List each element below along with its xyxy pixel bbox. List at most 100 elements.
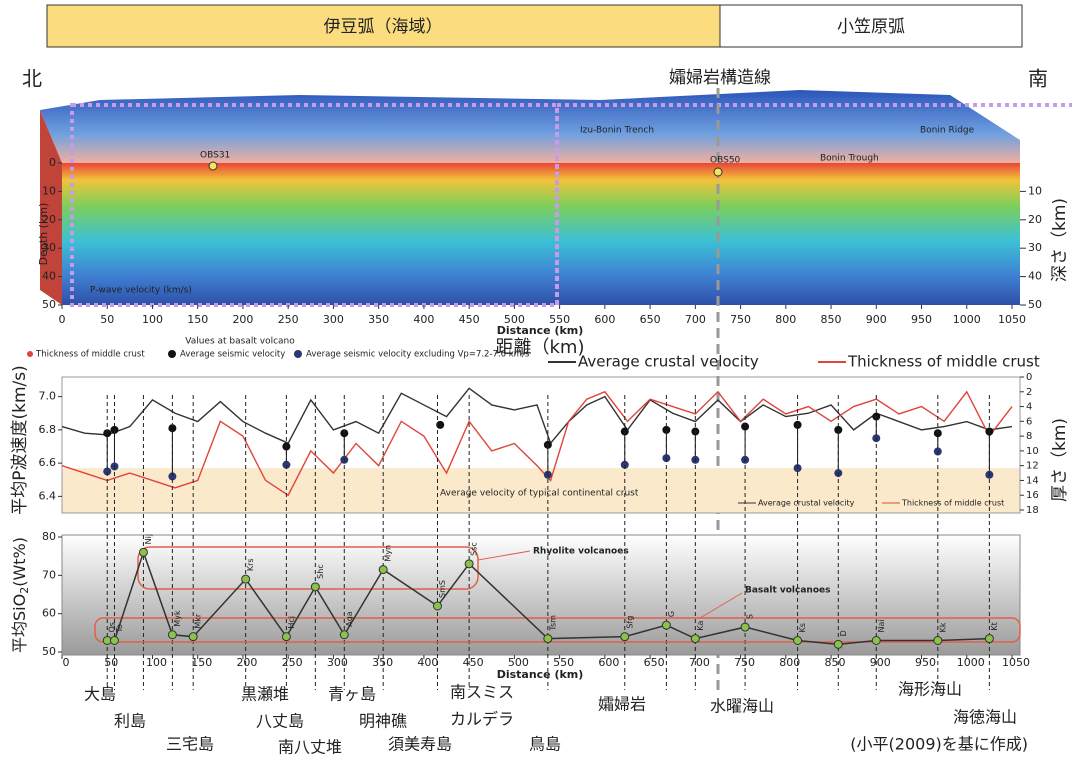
section-annotation: P-wave velocity (km/s): [90, 286, 192, 296]
x-tick-label: 1050: [1002, 656, 1030, 669]
place-label: 青ヶ島: [328, 685, 376, 704]
x-tick-label: 1050: [998, 313, 1026, 326]
point-label: Kk: [938, 622, 947, 632]
section-annotation: Izu-Bonin Trench: [580, 126, 654, 136]
y-tick-label: 70: [42, 568, 56, 581]
point-label: Hcj: [287, 616, 296, 629]
sio2-point: [690, 634, 700, 644]
x-tick-label: 600: [594, 313, 615, 326]
legend-dot: [168, 350, 176, 358]
legend-label-small: Average crustal velocity: [758, 499, 855, 508]
bonin-label: 小笠原弧: [837, 17, 905, 37]
x-axis-title: Distance (km): [497, 324, 584, 337]
obs-marker: [208, 161, 218, 171]
place-label: 南八丈堆: [278, 738, 342, 757]
sio2-point: [188, 632, 198, 642]
legend-title: Values at basalt volcano: [185, 337, 295, 347]
x-tick-label: 550: [549, 313, 570, 326]
place-label: カルデラ: [450, 710, 514, 729]
y-tick-label: 7.0: [39, 390, 57, 403]
y-tick-label: 60: [42, 607, 56, 620]
izu-box: [46, 4, 721, 48]
point-label: Ks: [798, 623, 807, 632]
y2-tick-label: 10: [1028, 184, 1042, 197]
legend-label: Thickness of middle crust: [35, 350, 145, 360]
place-label: 三宅島: [166, 735, 214, 754]
volcano-point: [168, 472, 177, 481]
y-tick-label: 6.4: [39, 489, 57, 502]
y-tick-label: 30: [42, 241, 56, 254]
point-label: Ka: [696, 620, 705, 630]
x-axis-title: Distance (km): [497, 668, 584, 681]
point-label: Krs: [246, 558, 255, 571]
callout: [477, 550, 531, 561]
sio2-point: [310, 582, 320, 592]
section-annotation: Bonin Ridge: [920, 126, 975, 136]
point-label: Tsm: [548, 615, 557, 632]
continental-band: [62, 468, 1020, 513]
x-tick-label: 450: [459, 313, 480, 326]
y2-tick-label: 18: [1026, 505, 1039, 516]
place-label: 須美寿島: [388, 735, 452, 754]
sio2-point: [138, 547, 148, 557]
basalt-label: Basalt volcanoes: [745, 586, 830, 596]
section-body: [62, 163, 1020, 305]
x-tick-label: 1000: [953, 313, 981, 326]
x-tick-label: 500: [508, 656, 529, 669]
point-label: Shc: [316, 564, 325, 579]
y2-tick-label: 12: [1026, 461, 1039, 472]
volcano-point: [620, 460, 629, 469]
x-tick-label: 200: [236, 656, 257, 669]
x-tick-label: 700: [689, 656, 710, 669]
legend-label: Average crustal velocity: [578, 353, 759, 371]
rhyolite-label: Rhyolite volcanoes: [533, 547, 629, 557]
x-tick-label: 0: [63, 656, 70, 669]
volcano-point: [110, 425, 119, 434]
section-annotation: OBS31: [200, 151, 230, 161]
point-label: SmS: [438, 580, 447, 598]
y-axis-title: Depth (km): [37, 203, 50, 266]
sio2-point: [933, 636, 943, 645]
place-label: 明神礁: [359, 712, 407, 731]
place-label: 大島: [84, 685, 116, 704]
sio2-point: [241, 574, 251, 584]
legend-label: Thickness of middle crust: [847, 353, 1040, 371]
band-label: Average velocity of typical continental …: [440, 489, 639, 499]
x-tick-label: 550: [553, 656, 574, 669]
volcano-point: [436, 420, 445, 429]
x-tick-label: 650: [640, 313, 661, 326]
place-label: 孀婦岩: [598, 695, 646, 714]
x-tick-label: 800: [775, 313, 796, 326]
legend-dot: [294, 350, 302, 358]
sio2-point: [984, 634, 994, 644]
x-tick-label: 250: [278, 313, 299, 326]
place-label: 海形海山: [898, 680, 962, 699]
y2-tick-label: 30: [1028, 241, 1042, 254]
volcano-point: [168, 424, 177, 433]
seafloor-surface: [40, 90, 1020, 163]
point-label: To: [115, 624, 124, 634]
y-axis-title-sub: 2: [18, 587, 31, 594]
basalt-group: [94, 617, 1021, 643]
y2-tick-label: 8: [1026, 431, 1032, 442]
x-tick-label: 1000: [957, 656, 985, 669]
place-label: 海徳海山: [953, 708, 1017, 727]
y2-tick-label: 50: [1028, 298, 1042, 311]
y2-tick-label: 4: [1026, 402, 1032, 413]
point-label: Sfg: [625, 616, 634, 629]
sio2-point: [109, 636, 119, 645]
sio2-point: [661, 620, 671, 630]
x-tick-label: 950: [915, 656, 936, 669]
y-tick-label: 6.6: [39, 456, 57, 469]
y-tick-label: 10: [42, 184, 56, 197]
point-label: D: [839, 630, 848, 636]
sio2-point: [339, 630, 349, 640]
plot-frame: [61, 376, 1021, 514]
x-tick-label: 100: [142, 313, 163, 326]
place-label: 鳥島: [529, 735, 561, 754]
place-label: 水曜海山: [710, 697, 774, 716]
y-axis-title-end: (Wt%): [10, 537, 29, 587]
obs-marker: [713, 167, 723, 177]
x-tick-label: 400: [413, 313, 434, 326]
